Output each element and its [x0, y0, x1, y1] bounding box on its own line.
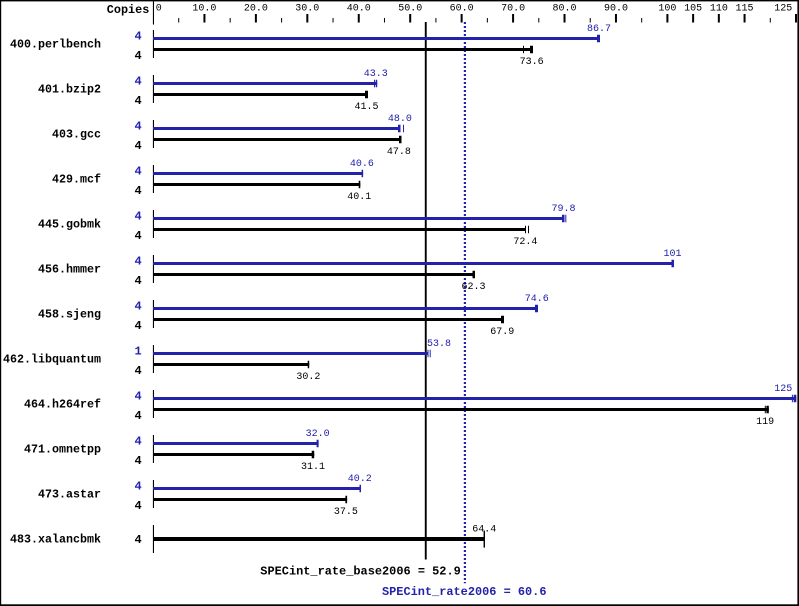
- svg-text:4: 4: [134, 184, 141, 198]
- svg-text:4: 4: [134, 533, 141, 547]
- svg-text:90.0: 90.0: [604, 4, 628, 15]
- svg-text:105: 105: [684, 4, 702, 15]
- svg-text:445.gobmk: 445.gobmk: [38, 218, 101, 232]
- svg-text:50.0: 50.0: [398, 4, 422, 15]
- svg-text:40.6: 40.6: [350, 159, 374, 170]
- svg-text:456.hmmer: 456.hmmer: [38, 263, 101, 277]
- svg-text:40.0: 40.0: [347, 4, 371, 15]
- svg-text:48.0: 48.0: [388, 114, 412, 125]
- svg-text:86.7: 86.7: [587, 24, 611, 35]
- svg-text:53.8: 53.8: [427, 339, 451, 350]
- svg-text:462.libquantum: 462.libquantum: [3, 353, 101, 367]
- svg-text:464.h264ref: 464.h264ref: [24, 398, 101, 412]
- svg-text:473.astar: 473.astar: [38, 488, 101, 502]
- svg-text:4: 4: [134, 94, 141, 108]
- svg-text:4: 4: [134, 75, 141, 89]
- svg-text:79.8: 79.8: [551, 204, 575, 215]
- svg-text:40.2: 40.2: [348, 474, 372, 485]
- svg-text:101: 101: [664, 249, 682, 260]
- svg-text:125: 125: [774, 4, 792, 15]
- svg-text:4: 4: [134, 30, 141, 44]
- svg-text:43.3: 43.3: [364, 69, 388, 80]
- svg-text:SPECint_rate2006 = 60.6: SPECint_rate2006 = 60.6: [382, 585, 547, 599]
- svg-text:403.gcc: 403.gcc: [52, 128, 101, 142]
- svg-text:72.4: 72.4: [513, 237, 537, 248]
- svg-text:41.5: 41.5: [354, 102, 378, 113]
- svg-text:4: 4: [134, 480, 141, 494]
- svg-text:4: 4: [134, 300, 141, 314]
- svg-text:10.0: 10.0: [192, 4, 216, 15]
- svg-text:73.6: 73.6: [520, 57, 544, 68]
- svg-text:74.6: 74.6: [525, 294, 549, 305]
- svg-text:64.4: 64.4: [472, 525, 496, 536]
- svg-text:31.1: 31.1: [301, 462, 325, 473]
- svg-text:4: 4: [134, 435, 141, 449]
- svg-text:47.8: 47.8: [387, 147, 411, 158]
- svg-text:80.0: 80.0: [553, 4, 577, 15]
- svg-text:30.2: 30.2: [296, 372, 320, 383]
- svg-text:4: 4: [134, 499, 141, 513]
- svg-text:20.0: 20.0: [244, 4, 268, 15]
- svg-text:400.perlbench: 400.perlbench: [10, 38, 101, 52]
- svg-text:4: 4: [134, 390, 141, 404]
- svg-text:4: 4: [134, 255, 141, 269]
- svg-text:4: 4: [134, 210, 141, 224]
- svg-text:458.sjeng: 458.sjeng: [38, 308, 101, 322]
- svg-text:1: 1: [134, 345, 141, 359]
- svg-text:4: 4: [134, 49, 141, 63]
- svg-text:4: 4: [134, 274, 141, 288]
- svg-text:Copies: Copies: [107, 3, 150, 17]
- svg-text:40.1: 40.1: [347, 192, 371, 203]
- svg-text:60.0: 60.0: [450, 4, 474, 15]
- svg-text:110: 110: [710, 4, 728, 15]
- svg-text:4: 4: [134, 319, 141, 333]
- svg-text:401.bzip2: 401.bzip2: [38, 83, 101, 97]
- svg-text:SPECint_rate_base2006 = 52.9: SPECint_rate_base2006 = 52.9: [260, 564, 461, 578]
- svg-text:125: 125: [774, 384, 792, 395]
- svg-text:115: 115: [736, 4, 754, 15]
- svg-text:4: 4: [134, 139, 141, 153]
- svg-text:4: 4: [134, 165, 141, 179]
- svg-text:4: 4: [134, 120, 141, 134]
- svg-text:30.0: 30.0: [295, 4, 319, 15]
- svg-text:70.0: 70.0: [501, 4, 525, 15]
- svg-text:119: 119: [756, 417, 774, 428]
- svg-text:4: 4: [134, 454, 141, 468]
- svg-text:429.mcf: 429.mcf: [52, 173, 101, 187]
- svg-text:62.3: 62.3: [461, 282, 485, 293]
- svg-text:471.omnetpp: 471.omnetpp: [24, 443, 101, 457]
- svg-text:4: 4: [134, 409, 141, 423]
- svg-text:0: 0: [156, 4, 162, 15]
- svg-text:37.5: 37.5: [334, 507, 358, 518]
- svg-text:100: 100: [658, 4, 676, 15]
- svg-text:67.9: 67.9: [490, 327, 514, 338]
- svg-text:483.xalancbmk: 483.xalancbmk: [10, 533, 101, 547]
- svg-text:4: 4: [134, 364, 141, 378]
- svg-text:4: 4: [134, 229, 141, 243]
- svg-text:32.0: 32.0: [306, 429, 330, 440]
